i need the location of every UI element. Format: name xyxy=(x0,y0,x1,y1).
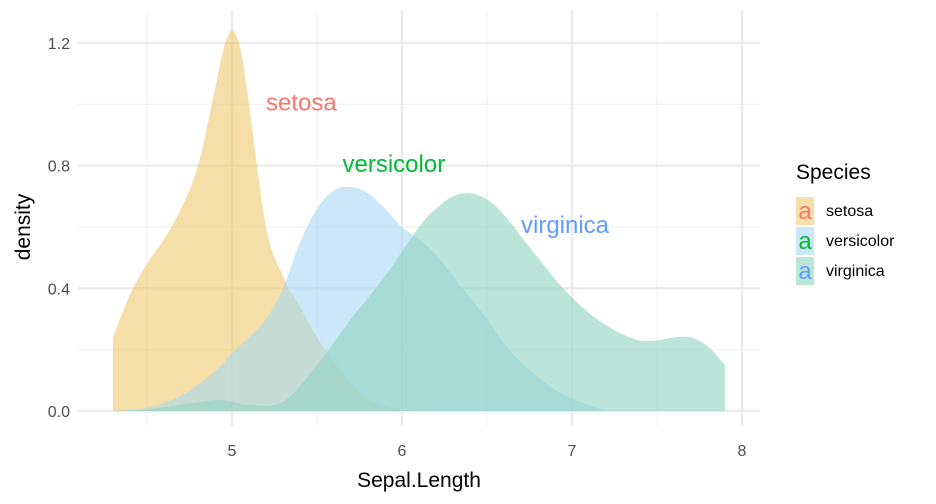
legend-key-glyph: a xyxy=(798,228,812,255)
legend-key-versicolor xyxy=(796,227,814,255)
legend-item-versicolor: a versicolor xyxy=(796,227,895,255)
x-tick-label: 5 xyxy=(228,443,237,460)
series-label-setosa: setosa xyxy=(266,89,337,116)
legend-label-versicolor: versicolor xyxy=(826,233,895,250)
series-labels: setosa versicolor virginica xyxy=(266,89,610,239)
density-area-virginica xyxy=(113,193,725,411)
legend-title: Species xyxy=(796,161,871,184)
y-tick-label: 0.4 xyxy=(48,281,70,298)
y-tick-label: 0.8 xyxy=(48,159,70,176)
y-tick-label: 0.0 xyxy=(48,404,70,421)
y-axis-ticks: 0.0 0.4 0.8 1.2 xyxy=(48,36,70,421)
legend-item-virginica: a virginica xyxy=(796,257,885,285)
legend-key-setosa xyxy=(796,197,814,225)
legend-key-glyph: a xyxy=(798,198,812,225)
y-axis-title: density xyxy=(12,193,35,260)
x-tick-label: 8 xyxy=(738,443,747,460)
legend-item-setosa: a setosa xyxy=(796,197,873,225)
x-axis-ticks: 5 6 7 8 xyxy=(228,443,747,460)
series-label-virginica: virginica xyxy=(521,212,610,239)
legend-label-setosa: setosa xyxy=(826,203,873,220)
legend-key-virginica xyxy=(796,257,814,285)
density-areas xyxy=(113,30,725,411)
x-axis-title: Sepal.Length xyxy=(357,469,481,492)
x-tick-label: 6 xyxy=(398,443,407,460)
density-area-setosa xyxy=(113,30,419,411)
legend-key-glyph: a xyxy=(798,258,812,285)
x-tick-label: 7 xyxy=(568,443,577,460)
y-tick-label: 1.2 xyxy=(48,36,70,53)
series-label-versicolor: versicolor xyxy=(343,151,446,178)
legend-label-virginica: virginica xyxy=(826,263,885,280)
